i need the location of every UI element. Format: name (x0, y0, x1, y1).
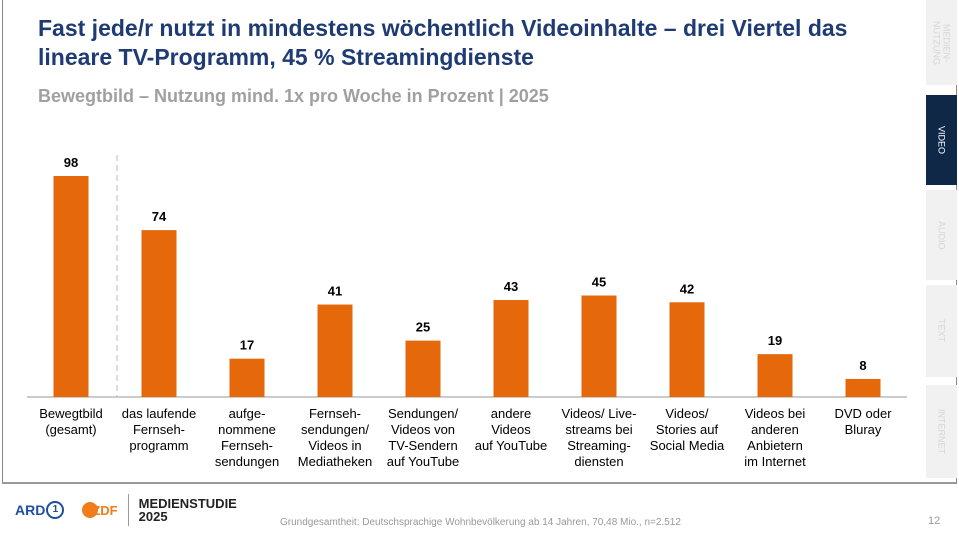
data-label: 17 (240, 338, 254, 353)
tab-video[interactable]: VIDEO (926, 95, 957, 185)
bar (845, 378, 881, 397)
tab-label: MEDIEN- NUTZUNG (931, 20, 952, 65)
page-title: Fast jede/r nutzt in mindestens wöchentl… (38, 15, 848, 70)
bar-chart: 98 74 17 41 25 43 45 42 19 8 (27, 155, 907, 398)
bar (141, 230, 177, 397)
bar (405, 340, 441, 397)
category-label: aufge- nommene Fernseh- sendungen (214, 406, 280, 469)
data-label: 25 (416, 320, 430, 335)
bar (757, 354, 793, 397)
data-label: 8 (859, 358, 866, 373)
category-label: Bewegtbild (gesamt) (39, 406, 103, 437)
category-label: Videos/ Live- streams bei Streaming- die… (561, 406, 637, 469)
bar (493, 300, 529, 397)
data-label: 98 (64, 155, 78, 170)
category-label: DVD oder Bluray (834, 406, 892, 437)
category-label: das laufende Fernseh- programm (121, 406, 197, 453)
category-label: Sendungen/ Videos von TV-Sendern auf You… (386, 406, 460, 469)
divider (127, 494, 129, 526)
data-label: 74 (152, 209, 167, 224)
page-number: 12 (928, 515, 941, 527)
tab-label: VIDEO (936, 125, 947, 154)
ard-logo: ARD (15, 502, 46, 518)
tab-label: INTERNET (936, 409, 947, 454)
tab-internet[interactable]: INTERNET (926, 385, 957, 478)
bar (669, 302, 705, 397)
category-label: Videos/ Stories auf Social Media (649, 406, 725, 453)
data-label: 19 (768, 333, 782, 348)
tab-label: AUDIO (936, 220, 947, 250)
bar (581, 295, 617, 397)
footnote: Grundgesamtheit: Deutschsprachige Wohnbe… (280, 517, 681, 528)
study-logo: MEDIENSTUDIE 2025 (138, 496, 237, 524)
tab-mediennutzung[interactable]: MEDIEN- NUTZUNG (926, 0, 957, 85)
data-label: 43 (504, 279, 518, 294)
tab-text[interactable]: TEXT (926, 285, 957, 377)
bar (229, 358, 265, 397)
category-label: andere Videos auf YouTube (474, 406, 548, 453)
data-label: 45 (592, 275, 606, 290)
category-label: Fernseh- sendungen/ Videos in Mediatheke… (297, 406, 373, 469)
ard-one-icon: 1 (46, 501, 65, 519)
logos: ARD 1 ZDF MEDIENSTUDIE 2025 (15, 494, 237, 526)
subtitle: Bewegtbild – Nutzung mind. 1x pro Woche … (38, 86, 549, 106)
tab-audio[interactable]: AUDIO (926, 190, 957, 280)
zdf-logo: ZDF (82, 502, 118, 518)
bar (317, 304, 353, 397)
category-label: Videos bei anderen Anbietern im Internet (744, 406, 806, 469)
bar (53, 176, 89, 397)
tab-label: TEXT (936, 319, 947, 343)
data-label: 42 (680, 281, 694, 296)
data-label: 41 (328, 284, 342, 299)
